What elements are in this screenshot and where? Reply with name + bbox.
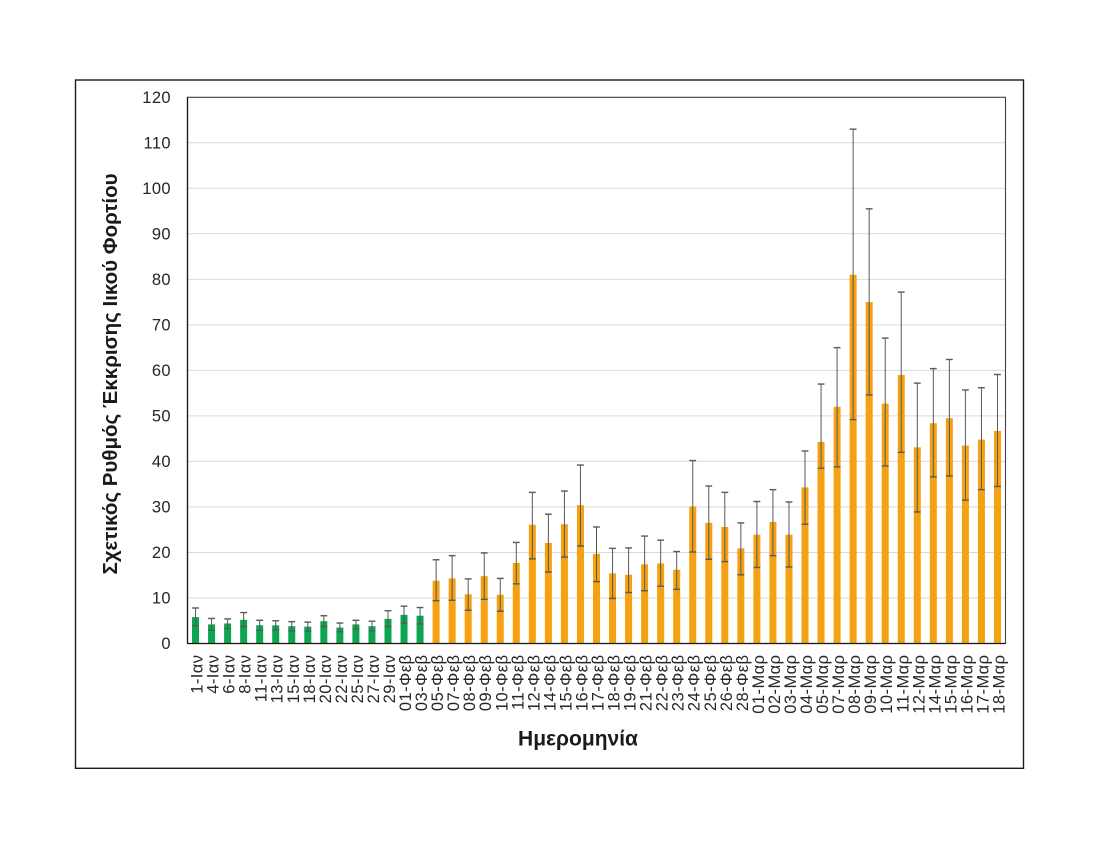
svg-text:18-Φεβ: 18-Φεβ <box>606 655 624 712</box>
svg-text:10-Μαρ: 10-Μαρ <box>878 655 896 714</box>
svg-text:27-Ιαν: 27-Ιαν <box>365 655 383 704</box>
svg-text:16-Μαρ: 16-Μαρ <box>958 655 976 714</box>
svg-text:4-Ιαν: 4-Ιαν <box>205 655 223 694</box>
svg-text:18-Μαρ: 18-Μαρ <box>990 655 1008 714</box>
svg-text:22-Ιαν: 22-Ιαν <box>333 655 351 704</box>
svg-text:07-Μαρ: 07-Μαρ <box>830 655 848 714</box>
svg-text:20-Ιαν: 20-Ιαν <box>317 655 335 704</box>
svg-text:15-Ιαν: 15-Ιαν <box>285 655 303 704</box>
svg-text:90: 90 <box>152 225 171 243</box>
svg-text:6-Ιαν: 6-Ιαν <box>221 655 239 694</box>
svg-text:13-Ιαν: 13-Ιαν <box>269 655 287 704</box>
svg-text:14-Μαρ: 14-Μαρ <box>926 655 944 714</box>
svg-text:22-Φεβ: 22-Φεβ <box>654 655 672 712</box>
svg-text:19-Φεβ: 19-Φεβ <box>622 655 640 712</box>
svg-text:01-Μαρ: 01-Μαρ <box>750 655 768 714</box>
svg-text:05-Μαρ: 05-Μαρ <box>814 655 832 714</box>
svg-text:16-Φεβ: 16-Φεβ <box>573 655 591 712</box>
svg-text:110: 110 <box>143 134 171 152</box>
svg-text:23-Φεβ: 23-Φεβ <box>670 655 688 712</box>
svg-text:11-Ιαν: 11-Ιαν <box>253 655 271 703</box>
svg-text:10-Φεβ: 10-Φεβ <box>493 655 511 712</box>
svg-text:17-Μαρ: 17-Μαρ <box>974 654 992 713</box>
svg-text:Ημερομηνία: Ημερομηνία <box>518 727 638 750</box>
svg-text:12-Φεβ: 12-Φεβ <box>525 655 543 712</box>
svg-text:11-Μαρ: 11-Μαρ <box>894 655 912 713</box>
svg-text:26-Φεβ: 26-Φεβ <box>718 655 736 712</box>
svg-text:50: 50 <box>152 408 171 426</box>
svg-text:0: 0 <box>161 635 171 653</box>
svg-text:21-Φεβ: 21-Φεβ <box>638 655 656 712</box>
svg-text:25-Φεβ: 25-Φεβ <box>702 655 720 712</box>
svg-text:15-Μαρ: 15-Μαρ <box>942 655 960 714</box>
svg-text:24-Φεβ: 24-Φεβ <box>686 655 704 712</box>
svg-text:30: 30 <box>152 499 171 517</box>
svg-text:Σχετικός Ρυθμός Έκκρισης Ιικού: Σχετικός Ρυθμός Έκκρισης Ιικού Φορτίου <box>99 173 122 574</box>
svg-text:80: 80 <box>152 271 171 289</box>
svg-text:05-Φεβ: 05-Φεβ <box>429 655 447 712</box>
svg-text:15-Φεβ: 15-Φεβ <box>557 655 575 712</box>
svg-text:02-Μαρ: 02-Μαρ <box>766 655 784 714</box>
svg-text:40: 40 <box>152 453 171 471</box>
svg-text:12-Μαρ: 12-Μαρ <box>910 655 928 714</box>
svg-text:09-Φεβ: 09-Φεβ <box>477 655 495 712</box>
svg-text:18-Ιαν: 18-Ιαν <box>301 655 319 704</box>
svg-text:11-Φεβ: 11-Φεβ <box>509 655 527 710</box>
svg-text:70: 70 <box>152 317 171 335</box>
svg-text:08-Φεβ: 08-Φεβ <box>461 655 479 712</box>
svg-text:09-Μαρ: 09-Μαρ <box>862 655 880 714</box>
svg-text:60: 60 <box>152 362 171 380</box>
svg-text:04-Μαρ: 04-Μαρ <box>798 655 816 714</box>
svg-text:28-Φεβ: 28-Φεβ <box>734 655 752 712</box>
svg-text:20: 20 <box>152 544 171 562</box>
svg-text:03-Μαρ: 03-Μαρ <box>782 655 800 714</box>
svg-text:29-Ιαν: 29-Ιαν <box>381 655 399 704</box>
svg-text:08-Μαρ: 08-Μαρ <box>846 655 864 714</box>
svg-text:14-Φεβ: 14-Φεβ <box>541 655 559 712</box>
svg-text:100: 100 <box>142 180 171 198</box>
svg-text:8-Ιαν: 8-Ιαν <box>237 655 255 694</box>
svg-text:17-Φεβ: 17-Φεβ <box>590 655 608 712</box>
svg-text:01-Φεβ: 01-Φεβ <box>397 655 415 712</box>
svg-text:10: 10 <box>152 590 171 608</box>
svg-text:25-Ιαν: 25-Ιαν <box>349 655 367 704</box>
svg-text:1-Ιαν: 1-Ιαν <box>189 655 207 694</box>
svg-text:120: 120 <box>142 89 171 107</box>
svg-text:07-Φεβ: 07-Φεβ <box>445 655 463 712</box>
svg-text:03-Φεβ: 03-Φεβ <box>413 655 431 712</box>
